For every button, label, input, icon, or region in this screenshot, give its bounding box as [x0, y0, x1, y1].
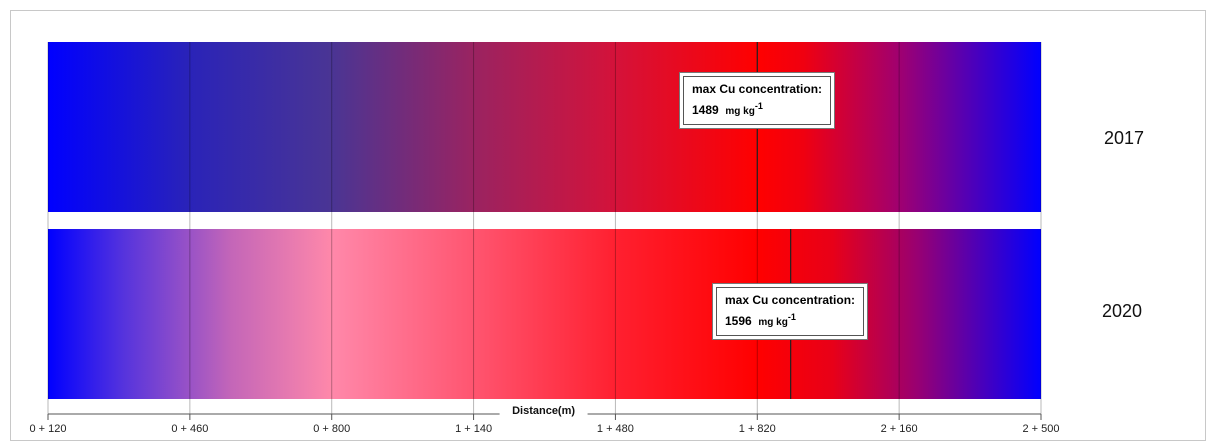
x-tick-label-6: 2 + 160	[881, 423, 918, 435]
x-axis-title: Distance(m)	[512, 405, 575, 417]
max-unit-exp-2017: -1	[754, 101, 763, 111]
max-unit-2017: mg kg	[725, 106, 755, 117]
x-axis-title-bg	[499, 402, 588, 418]
max-callout-2020: max Cu concentration: 1596 mg kg-1	[716, 287, 865, 336]
year-label-2017: 2017	[1104, 128, 1145, 148]
max-value-2017: 1489	[692, 103, 719, 117]
heat-strip-2020	[48, 229, 1041, 399]
x-tick-label-0: 0 + 120	[29, 423, 66, 435]
x-tick-label-4: 1 + 480	[597, 423, 634, 435]
x-tick-label-3: 1 + 140	[455, 423, 492, 435]
max-callout-2017-value-line: 1489 mg kg-1	[692, 98, 822, 120]
max-callout-2020-value-line: 1596 mg kg-1	[725, 309, 855, 331]
x-tick-label-1: 0 + 460	[171, 423, 208, 435]
chart-frame	[10, 10, 1206, 441]
x-tick-label-5: 1 + 820	[739, 423, 776, 435]
heat-strip-2017	[48, 42, 1041, 212]
max-callout-2017: max Cu concentration: 1489 mg kg-1	[683, 76, 832, 125]
max-callout-2017-title: max Cu concentration:	[692, 82, 823, 96]
x-tick-label-7: 2 + 500	[1022, 423, 1059, 435]
max-unit-2020: mg kg	[758, 317, 788, 328]
max-unit-exp-2020: -1	[787, 312, 796, 322]
max-callout-2020-title: max Cu concentration:	[725, 293, 856, 307]
x-tick-label-2: 0 + 800	[313, 423, 350, 435]
year-label-2020: 2020	[1102, 301, 1143, 321]
max-value-2020: 1596	[725, 314, 752, 328]
